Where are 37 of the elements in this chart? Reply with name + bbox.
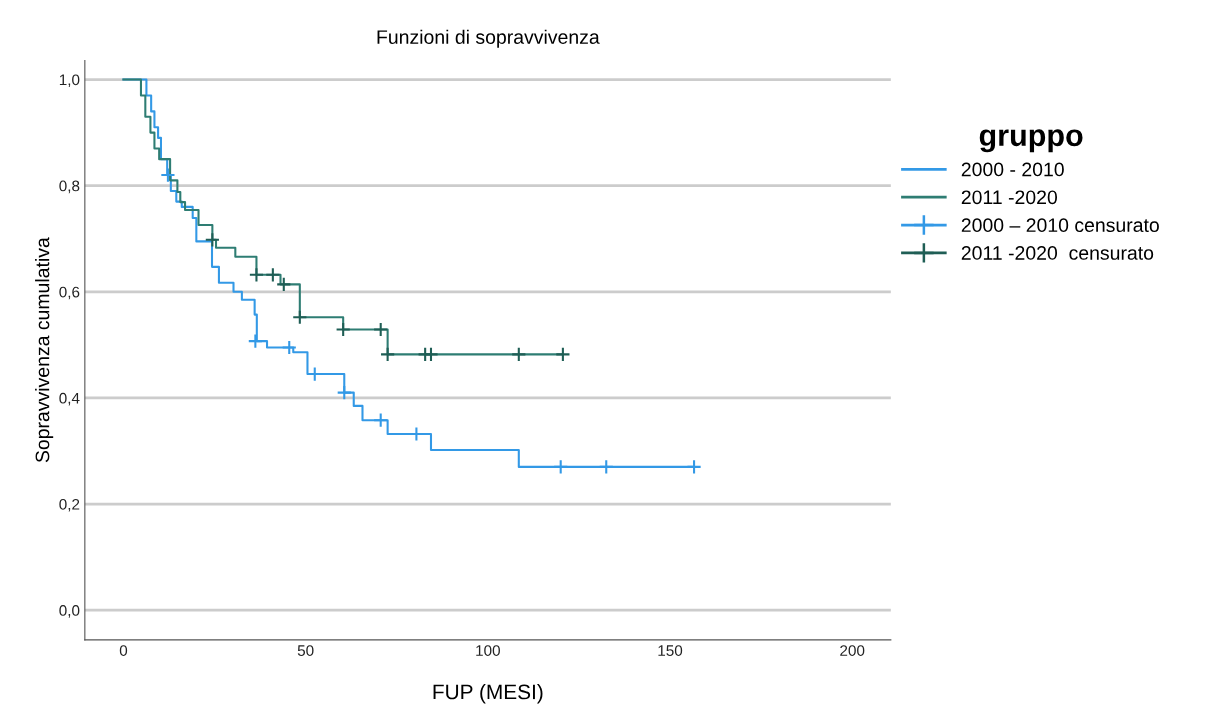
y-tick-label: 0,0 <box>59 605 80 618</box>
y-tick-label: 1,0 <box>59 74 80 88</box>
point <box>686 459 702 475</box>
legend-label: 2011 -2020 <box>961 190 1058 205</box>
legend-label: 2000 - 2010 <box>961 162 1064 177</box>
point <box>247 333 263 349</box>
point <box>248 267 265 283</box>
point <box>373 321 389 338</box>
point <box>380 346 396 363</box>
point <box>336 384 352 401</box>
point <box>160 167 176 183</box>
point <box>373 412 389 428</box>
point <box>292 309 308 325</box>
x-tick-label: 50 <box>297 645 314 656</box>
y-tick-label: 0,2 <box>59 498 80 512</box>
x-tick-label: 200 <box>840 645 865 656</box>
point <box>555 346 571 363</box>
y-tick-label: 0,6 <box>59 286 80 300</box>
x-tick-label: 0 <box>119 645 128 656</box>
point <box>335 321 351 338</box>
chart-title: Funzioni di sopravvivenza <box>377 29 600 48</box>
x-tick-label: 150 <box>658 645 683 656</box>
point <box>553 459 569 475</box>
point <box>511 346 527 363</box>
x-axis-title: FUP (MESI) <box>433 684 543 704</box>
y-axis-title: Sopravvivenza cumulativa <box>35 237 54 463</box>
point <box>265 267 281 283</box>
point <box>598 459 614 475</box>
legend-label: 2000 – 2010 censurato <box>961 218 1159 233</box>
y-tick-label: 0,8 <box>59 180 80 194</box>
point <box>276 276 292 292</box>
legend-title: gruppo <box>979 129 1083 153</box>
x-tick-label: 100 <box>476 645 500 656</box>
point <box>281 339 297 356</box>
y-tick-label: 0,4 <box>59 392 80 406</box>
point <box>204 232 220 248</box>
legend-label: 2011 -2020 censurato <box>961 246 1154 260</box>
